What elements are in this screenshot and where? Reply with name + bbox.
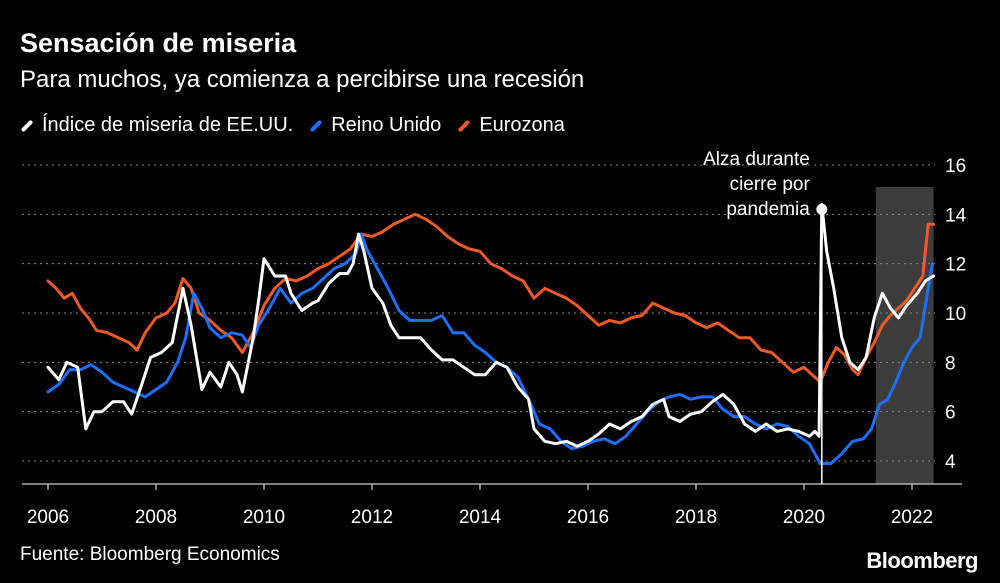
x-tick-label-2008: 2008	[135, 507, 177, 528]
y-tick-label-8: 8	[945, 353, 956, 374]
y-tick-label-12: 12	[945, 255, 966, 276]
legend-label-eurozone: Eurozona	[479, 114, 565, 136]
x-tick-label-2018: 2018	[675, 507, 717, 528]
source-note: Fuente: Bloomberg Economics	[20, 544, 280, 565]
legend: Índice de miseria de EE.UU. Reino Unido …	[20, 114, 581, 137]
legend-item-uk: Reino Unido	[309, 114, 441, 137]
bloomberg-logo: Bloomberg	[866, 548, 978, 573]
legend-item-us: Índice de miseria de EE.UU.	[20, 114, 293, 137]
annotation-marker	[816, 203, 828, 215]
annotation-text-line-1: Alza durante	[703, 149, 810, 170]
chart-title: Sensación de miseria	[20, 28, 297, 58]
x-tick-label-2020: 2020	[783, 507, 825, 528]
x-tick-label-2022: 2022	[891, 507, 933, 528]
y-tick-label-4: 4	[945, 452, 956, 473]
x-tick-label-2006: 2006	[27, 507, 69, 528]
chart-subtitle: Para muchos, ya comienza a percibirse un…	[20, 66, 585, 93]
y-tick-label-10: 10	[945, 304, 966, 325]
annotation-text-line-2: cierre por	[730, 174, 811, 195]
y-tick-label-14: 14	[945, 205, 967, 226]
x-tick-label-2012: 2012	[351, 507, 393, 528]
series-line-us	[46, 203, 936, 448]
legend-label-uk: Reino Unido	[331, 114, 442, 136]
y-tick-label-16: 16	[945, 156, 966, 177]
x-tick-label-2014: 2014	[459, 507, 502, 528]
x-tick-label-2016: 2016	[567, 507, 609, 528]
legend-item-eurozone: Eurozona	[457, 114, 565, 137]
annotation-text-line-3: pandemia	[726, 199, 810, 220]
shaded-region	[875, 187, 934, 484]
x-tick-label-2010: 2010	[243, 507, 285, 528]
legend-label-us: Índice de miseria de EE.UU.	[42, 114, 294, 136]
y-tick-label-6: 6	[945, 403, 956, 424]
series-line-uk	[46, 232, 934, 465]
